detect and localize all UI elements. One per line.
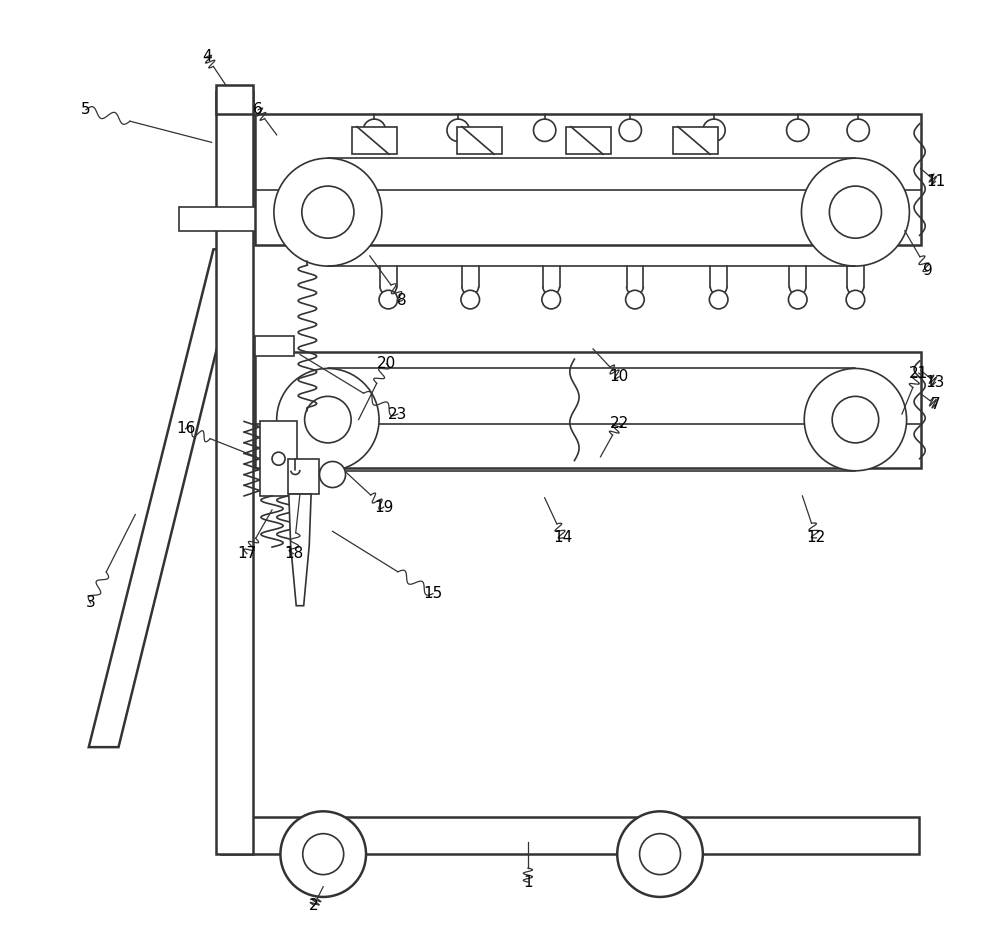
- Circle shape: [363, 119, 386, 141]
- Circle shape: [709, 290, 728, 309]
- Text: 15: 15: [423, 586, 443, 601]
- Circle shape: [277, 369, 379, 471]
- Text: 16: 16: [176, 421, 195, 436]
- Text: 10: 10: [609, 370, 629, 385]
- Text: 13: 13: [926, 375, 945, 390]
- Text: 9: 9: [923, 263, 933, 278]
- Circle shape: [274, 158, 382, 266]
- Circle shape: [847, 119, 869, 141]
- Circle shape: [379, 290, 398, 309]
- Circle shape: [619, 119, 641, 141]
- Bar: [255, 336, 294, 357]
- Circle shape: [461, 290, 480, 309]
- Bar: [566, 126, 611, 154]
- Text: 17: 17: [237, 546, 257, 561]
- Text: 3: 3: [86, 595, 95, 610]
- Polygon shape: [89, 249, 241, 747]
- Circle shape: [272, 452, 285, 465]
- Text: 7: 7: [931, 397, 940, 412]
- Circle shape: [801, 158, 909, 266]
- Text: 20: 20: [377, 357, 396, 372]
- Circle shape: [703, 119, 725, 141]
- Text: 19: 19: [374, 500, 393, 515]
- Text: 23: 23: [388, 406, 407, 421]
- Circle shape: [640, 834, 681, 874]
- Bar: [221, 817, 919, 855]
- Circle shape: [617, 812, 703, 897]
- Text: 6: 6: [253, 102, 263, 117]
- Bar: [179, 208, 258, 231]
- Circle shape: [302, 186, 354, 238]
- Circle shape: [846, 290, 865, 309]
- Bar: [457, 126, 502, 154]
- Bar: [216, 84, 253, 114]
- Circle shape: [788, 290, 807, 309]
- Text: 22: 22: [609, 416, 629, 431]
- Text: 21: 21: [909, 366, 928, 381]
- Text: 5: 5: [81, 102, 91, 117]
- Circle shape: [832, 396, 879, 443]
- Circle shape: [303, 834, 344, 874]
- Text: 18: 18: [284, 546, 303, 561]
- Text: 4: 4: [202, 50, 212, 65]
- Text: 12: 12: [807, 531, 826, 546]
- Bar: [352, 126, 397, 154]
- Bar: [288, 459, 319, 494]
- Bar: [260, 421, 297, 496]
- Polygon shape: [289, 494, 311, 606]
- Circle shape: [447, 119, 469, 141]
- Circle shape: [542, 290, 560, 309]
- Text: 11: 11: [926, 174, 945, 189]
- Circle shape: [533, 119, 556, 141]
- Circle shape: [804, 369, 907, 471]
- Bar: [255, 352, 921, 468]
- Text: 8: 8: [397, 293, 407, 308]
- Circle shape: [305, 396, 351, 443]
- Circle shape: [319, 461, 346, 488]
- Text: 14: 14: [554, 531, 573, 546]
- Circle shape: [787, 119, 809, 141]
- Circle shape: [626, 290, 644, 309]
- Bar: [673, 126, 718, 154]
- Text: 2: 2: [309, 898, 319, 913]
- Text: 1: 1: [523, 874, 533, 889]
- Bar: [255, 114, 921, 244]
- Bar: [216, 91, 253, 855]
- Circle shape: [829, 186, 881, 238]
- Circle shape: [280, 812, 366, 897]
